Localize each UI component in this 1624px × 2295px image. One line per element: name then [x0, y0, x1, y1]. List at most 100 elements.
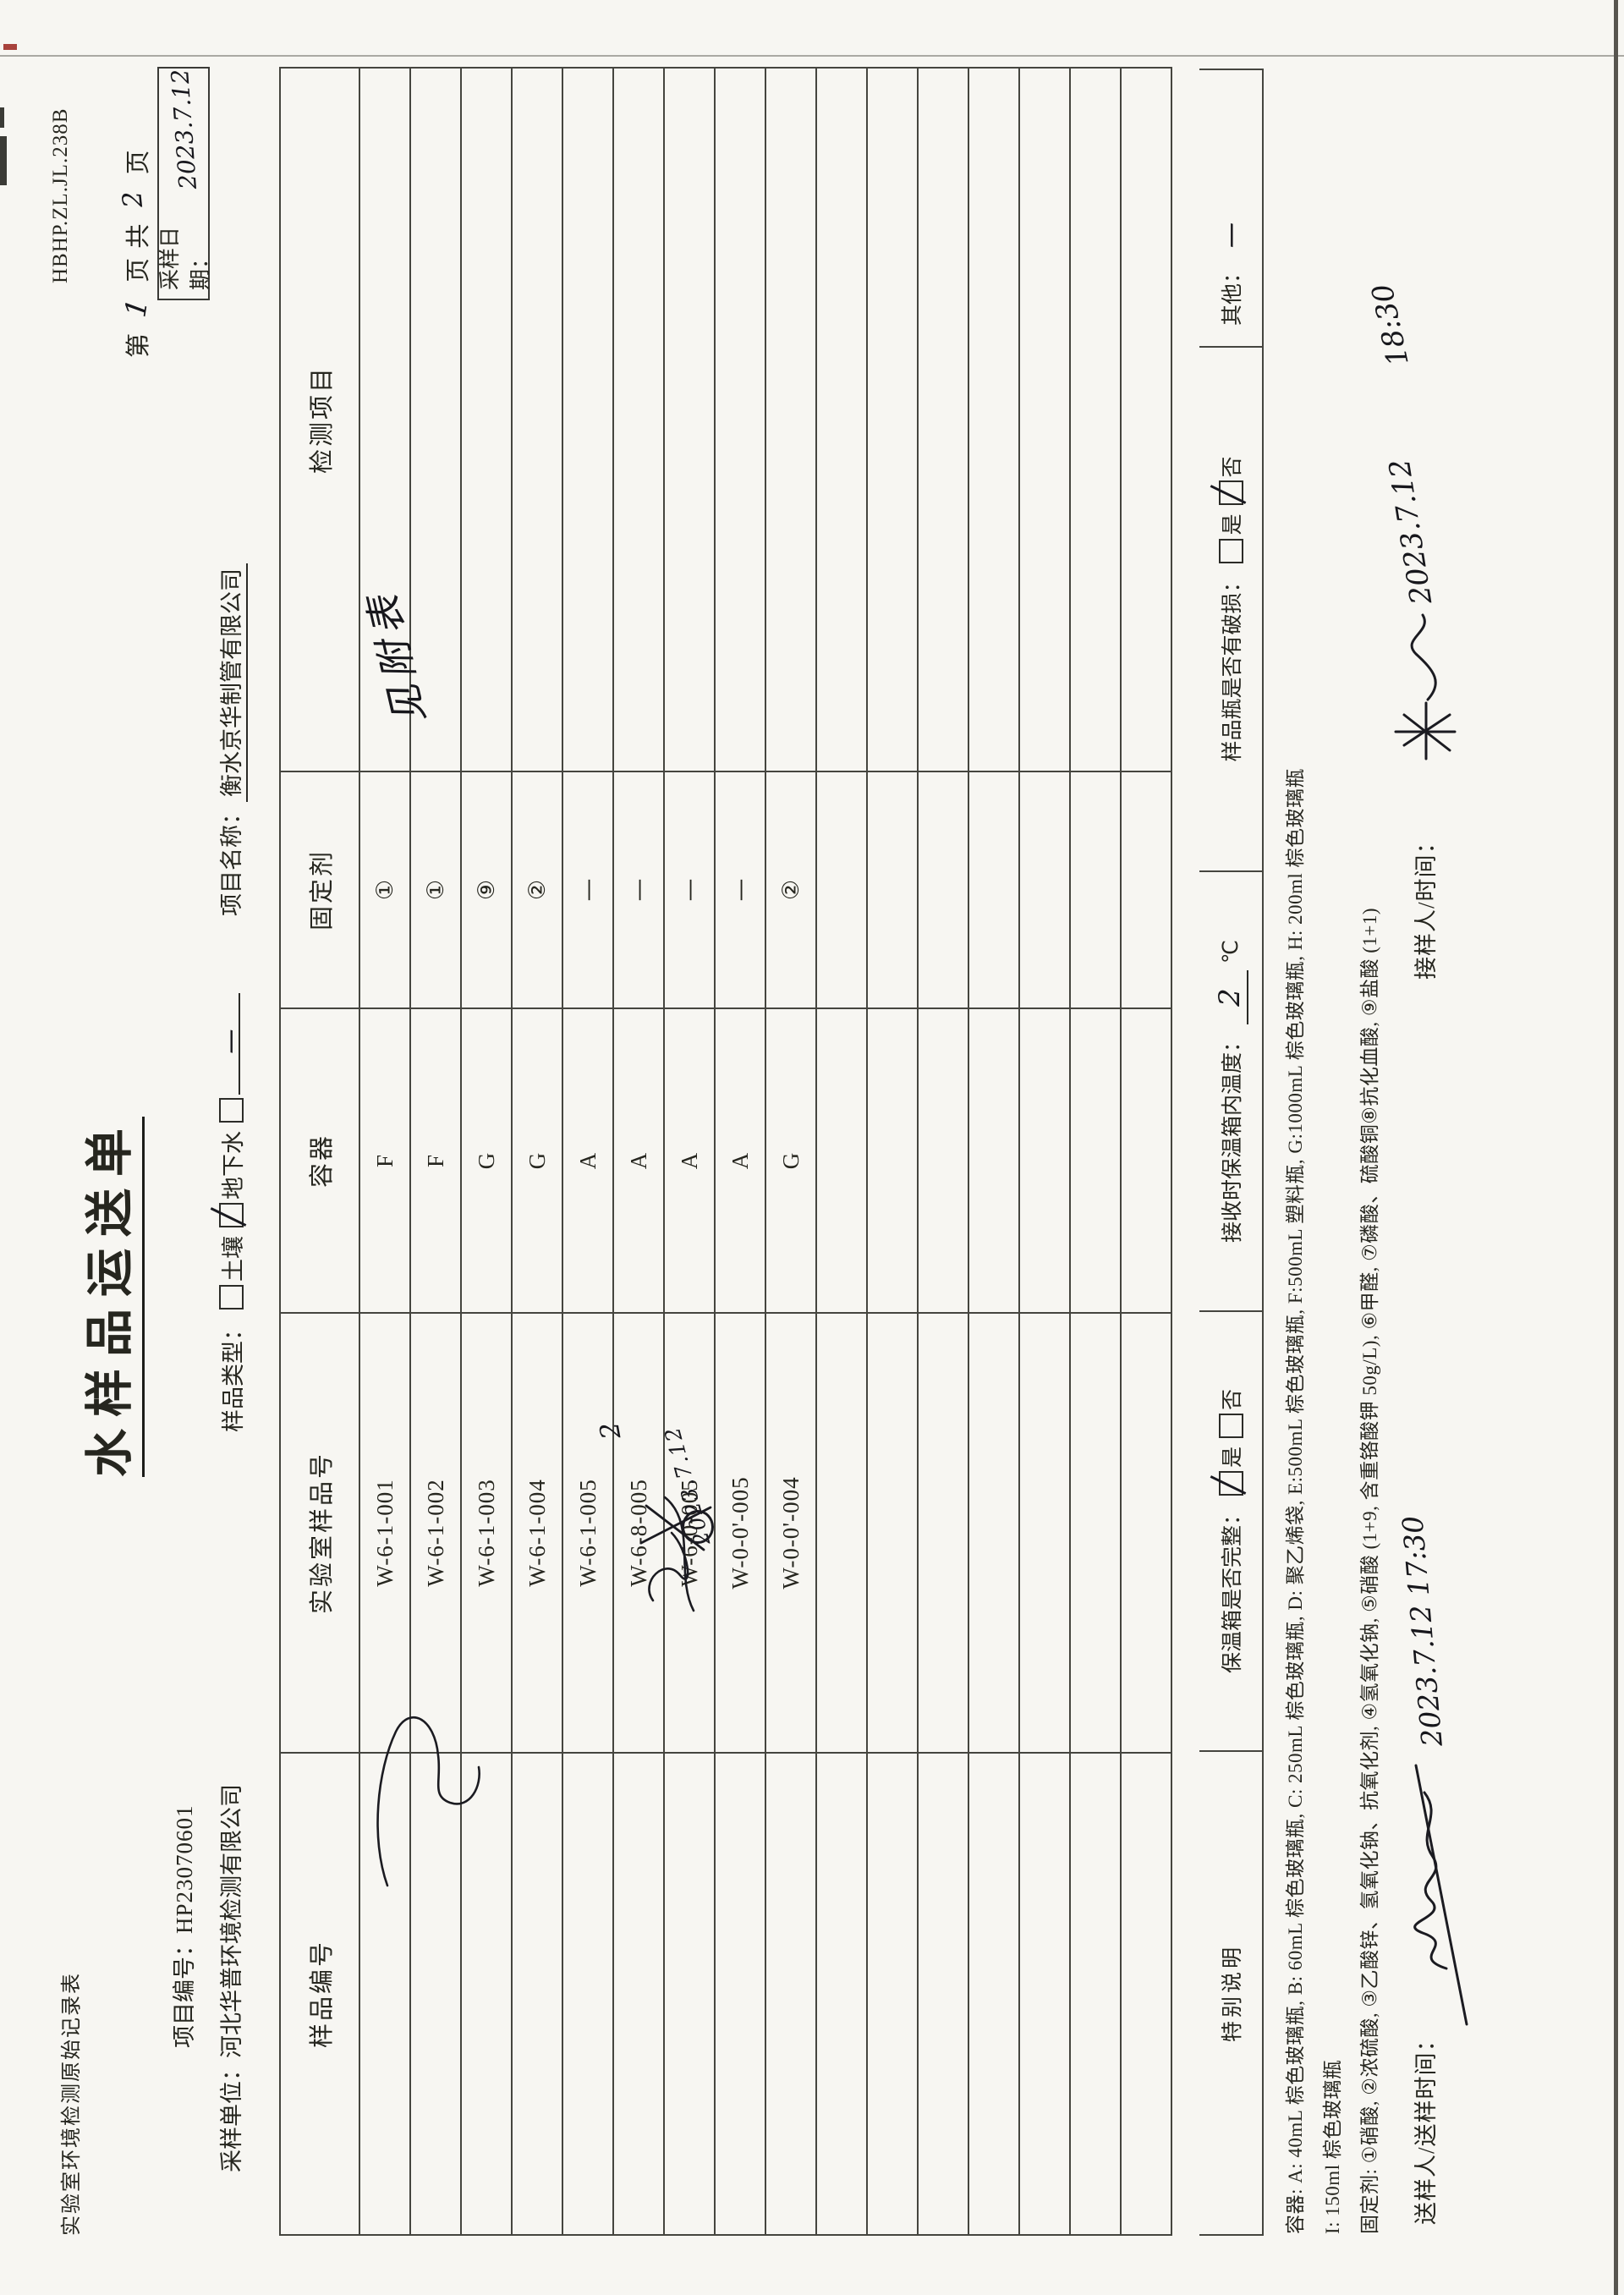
test-items-cell	[512, 68, 562, 771]
test-items-cell	[613, 68, 664, 771]
sample-no-cell	[1019, 1753, 1070, 2235]
project-no-value: HP23070601	[172, 1804, 197, 1934]
cooler-intact-cell: 保温箱是否完整： 是 否	[1199, 1312, 1262, 1752]
cooler-intact-text: 保温箱是否完整：	[1221, 1504, 1244, 1674]
table-row: W-6-1-002 F ①	[410, 68, 461, 2235]
special-label: 特别说明	[1221, 1944, 1244, 2043]
table-row: W-0-0'-005 A —	[715, 68, 765, 2235]
sample-type-option-soil: 土壤	[221, 1236, 246, 1282]
checkbox-other-type	[219, 1098, 244, 1123]
lab-no-cell	[1070, 1313, 1121, 1753]
table-header: 样品编号 实验室样品号 容器 固定剂 检测项目	[280, 68, 359, 2235]
sample-no-cell	[867, 1753, 918, 2235]
test-items-cell	[816, 68, 867, 771]
pages-word: 页	[125, 148, 152, 175]
handwritten-type-other: 一	[218, 1031, 247, 1057]
receiver-signature-scribble	[1394, 613, 1457, 760]
cooler-no-label: 否	[1221, 1388, 1244, 1410]
fixative-cell: ②	[512, 771, 562, 1008]
container-cell	[1019, 1008, 1070, 1313]
container-cell	[816, 1008, 867, 1313]
red-edge-tick	[3, 44, 17, 50]
col-test-items: 检测项目	[280, 68, 359, 771]
checkbox-cooler-no	[1218, 1414, 1243, 1438]
receiver-label: 接样人/时间：	[1413, 830, 1439, 980]
container-cell	[867, 1008, 918, 1313]
bottle-damage-cell: 样品瓶是否有破损： 是 否	[1199, 348, 1262, 872]
sample-no-cell	[512, 1753, 562, 2235]
cooler-temperature-cell: 接收时保温箱内温度： 2 ℃	[1199, 872, 1262, 1312]
lab-no-cell	[816, 1313, 867, 1753]
sampling-unit: 采样单位：河北华普环境检测有限公司	[213, 1784, 246, 2172]
container-cell	[918, 1008, 968, 1313]
container-cell: A	[664, 1008, 715, 1313]
table-row	[816, 68, 867, 2235]
scan-edge-shadow	[1614, 0, 1618, 2295]
container-cell: G	[512, 1008, 562, 1313]
fixative-cell: ②	[765, 771, 816, 1008]
test-items-cell	[664, 68, 715, 771]
scan-edge-mark	[0, 136, 7, 185]
sample-type-label: 样品类型：	[221, 1318, 246, 1432]
test-items-cell	[765, 68, 816, 771]
container-cell: F	[410, 1008, 461, 1313]
sample-table: 样品编号 实验室样品号 容器 固定剂 检测项目 W-6-1-001 F ① W-6-1…	[279, 67, 1172, 2236]
container-cell: F	[359, 1008, 410, 1313]
test-items-cell	[918, 68, 968, 771]
table-row	[1019, 68, 1070, 2235]
fixative-cell	[1070, 771, 1121, 1008]
handwritten-receiver-date: 2023.7.12	[1382, 456, 1440, 607]
table-row: W-6-1-005 A —	[562, 68, 613, 2235]
fixative-cell: ①	[359, 771, 410, 1008]
handwritten-row7-circle	[682, 1510, 714, 1544]
sample-type: 样品类型： 土壤 地下水 一	[210, 993, 248, 1432]
form-code: HBHP.ZL.JL.238B	[49, 107, 72, 283]
col-sample-no: 样品编号	[280, 1753, 359, 2235]
checkbox-damage-yes	[1218, 538, 1243, 563]
fixative-cell	[816, 771, 867, 1008]
sample-no-cell	[1070, 1753, 1121, 2235]
handwritten-page-total: 2	[116, 188, 150, 210]
sampling-unit-label: 采样单位：	[219, 2058, 244, 2172]
handwritten-other: 一	[1219, 224, 1248, 250]
table-row: W-6-8-005 A —	[613, 68, 664, 2235]
fixative-cell	[918, 771, 968, 1008]
fixative-cell	[1019, 771, 1070, 1008]
other-label: 其他：	[1221, 261, 1244, 326]
table-row: W-6-0-005 A —	[664, 68, 715, 2235]
checkbox-soil	[219, 1285, 244, 1309]
checkbox-damage-no	[1210, 480, 1246, 506]
fixative-cell: —	[664, 771, 715, 1008]
lab-no-cell	[1019, 1313, 1070, 1753]
col-fixative: 固定剂	[280, 771, 359, 1008]
sample-no-cell	[613, 1753, 664, 2235]
sampling-date-box: 采样日期： 2023.7.12	[157, 67, 212, 300]
page-title: 水样品运送单	[71, 1001, 145, 1593]
project-no-line: 项目编号：HP23070601	[166, 1804, 199, 2048]
fixative-cell: —	[613, 771, 664, 1008]
fixative-cell: ⑨	[461, 771, 512, 1008]
test-items-cell	[1121, 68, 1171, 771]
table-row	[867, 68, 918, 2235]
damage-no-label: 否	[1221, 456, 1244, 478]
damage-yes-label: 是	[1221, 513, 1244, 535]
bottle-damage-text: 样品瓶是否有破损：	[1221, 571, 1244, 762]
lab-no-cell	[968, 1313, 1019, 1753]
fixative-cell	[968, 771, 1019, 1008]
temperature-unit: ℃	[1220, 939, 1243, 964]
fixative-cell	[1121, 771, 1171, 1008]
table-row: W-6-1-003 G ⑨	[461, 68, 512, 2235]
table-row	[968, 68, 1019, 2235]
handwritten-temperature: 2	[1213, 988, 1247, 1007]
sample-no-cell	[1121, 1753, 1171, 2235]
sender-signature-scribble	[1413, 1764, 1468, 2026]
sample-no-cell	[562, 1753, 613, 2235]
handwritten-sampling-date: 2023.7.12	[165, 68, 202, 190]
fixative-cell: ①	[410, 771, 461, 1008]
project-name: 项目名称：衡水京华制管有限公司	[213, 563, 248, 916]
doc-label: 实验室环境检测原始记录表	[61, 1972, 83, 2236]
container-note-line2: I: 150ml 棕色玻璃瓶	[1322, 2059, 1343, 2234]
container-cell: A	[715, 1008, 765, 1313]
fixative-cell: —	[562, 771, 613, 1008]
